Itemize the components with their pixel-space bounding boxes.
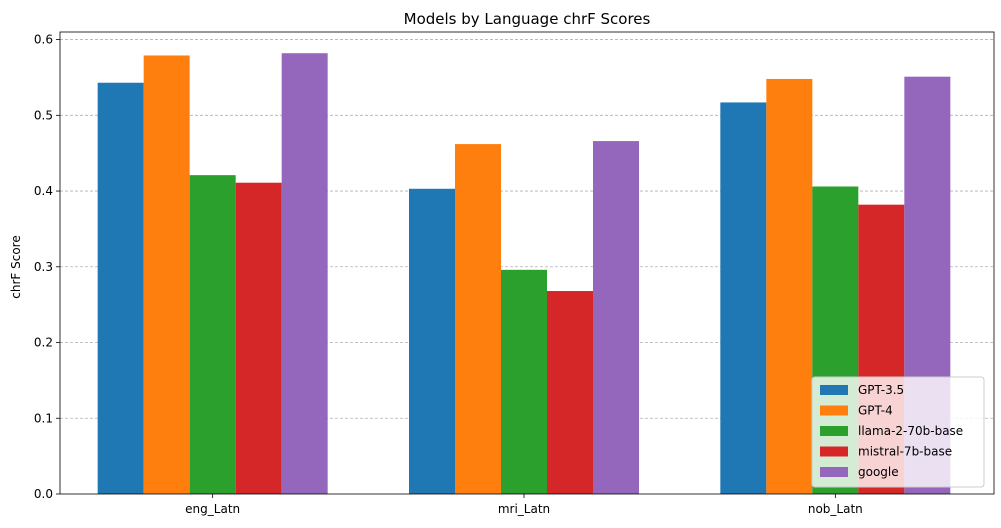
legend-swatch <box>820 426 848 436</box>
legend-box <box>811 376 985 488</box>
x-ticks: eng_Latn mri_Latn nob_Latn <box>185 494 863 516</box>
legend: GPT-3.5 GPT-4 llama-2-70b-base mistral-7b-b… <box>811 376 985 488</box>
axes <box>59 31 995 495</box>
legend-label: llama-2-70b-base <box>858 424 963 438</box>
legend-label: GPT-4 <box>858 404 893 418</box>
legend-swatch <box>820 385 848 395</box>
bar <box>593 141 639 494</box>
legend-swatch <box>820 446 848 457</box>
legend-label: GPT-3.5 <box>858 383 904 397</box>
bar <box>720 102 767 494</box>
y-tick-label: 0.5 <box>34 108 53 122</box>
bar <box>501 269 547 494</box>
bar <box>97 82 144 494</box>
x-tick-label: eng_Latn <box>185 502 240 516</box>
x-tick-label: nob_Latn <box>808 502 863 516</box>
bar <box>143 55 190 494</box>
legend-swatch <box>820 467 848 477</box>
y-tick-label: 0.6 <box>34 33 53 47</box>
bar <box>766 78 813 495</box>
bar <box>235 182 282 495</box>
y-tick-label: 0.0 <box>34 487 53 501</box>
legend-label: mistral-7b-base <box>858 445 952 459</box>
bar <box>281 53 328 495</box>
bar <box>455 144 501 494</box>
y-axis-label: chrF Score <box>9 235 23 298</box>
y-tick-label: 0.4 <box>34 184 53 198</box>
y-tick-label: 0.3 <box>34 260 53 274</box>
chart-title: Models by Language chrF Scores <box>404 10 651 28</box>
axes-frame <box>59 31 995 495</box>
y-ticks: 0.0 0.1 0.2 0.3 0.4 0.5 0.6 <box>34 33 60 501</box>
bar <box>547 291 593 494</box>
bar <box>409 188 455 495</box>
x-tick-label: mri_Latn <box>498 502 550 516</box>
y-tick-label: 0.1 <box>34 411 53 425</box>
y-tick-label: 0.2 <box>34 336 53 350</box>
legend-label: google <box>858 465 899 479</box>
legend-swatch <box>820 405 848 416</box>
bar <box>189 175 236 494</box>
